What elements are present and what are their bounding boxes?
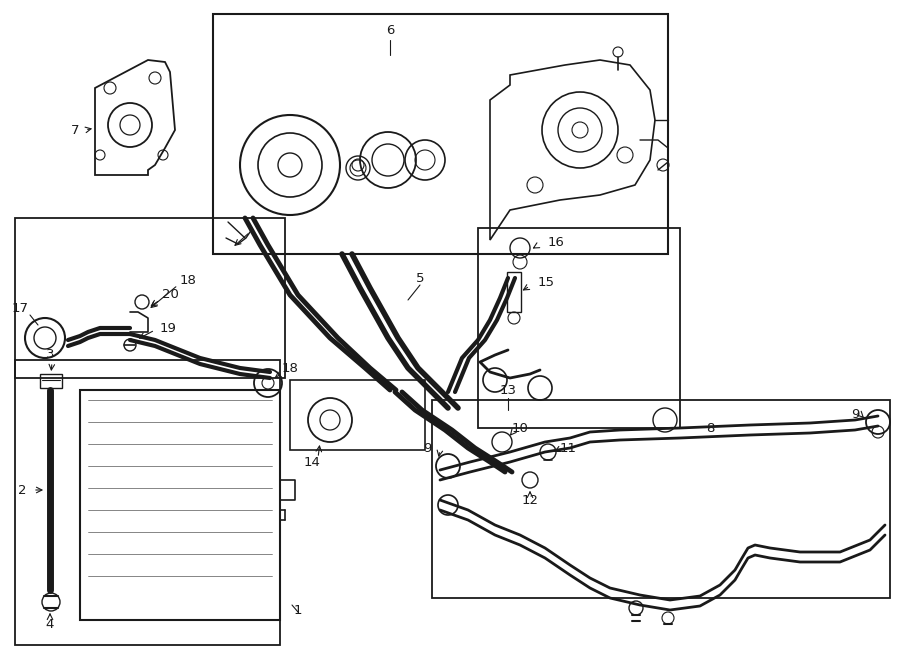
Text: 9: 9: [424, 442, 432, 455]
Bar: [478, 228, 680, 428]
Bar: [15, 360, 280, 645]
Text: 20: 20: [162, 288, 178, 301]
Bar: [80, 390, 280, 620]
Bar: [507, 272, 521, 312]
Text: 11: 11: [560, 442, 577, 455]
Bar: [432, 400, 890, 598]
Text: 4: 4: [46, 619, 54, 631]
Text: 16: 16: [548, 235, 565, 249]
Text: 12: 12: [521, 494, 538, 506]
Text: 14: 14: [303, 457, 320, 469]
Text: 15: 15: [538, 276, 555, 288]
Bar: [213, 14, 668, 254]
Text: 9: 9: [850, 408, 860, 422]
Text: 18: 18: [282, 362, 299, 375]
Text: 6: 6: [386, 24, 394, 36]
Text: 1: 1: [293, 603, 302, 617]
Text: 18: 18: [180, 274, 196, 286]
Text: 2: 2: [18, 483, 26, 496]
Text: 17: 17: [12, 301, 29, 315]
Bar: [290, 380, 425, 450]
Text: 19: 19: [159, 321, 176, 334]
Bar: [15, 218, 285, 378]
Text: 13: 13: [500, 383, 517, 397]
Text: 5: 5: [416, 272, 424, 284]
Text: 10: 10: [511, 422, 528, 434]
Text: 8: 8: [706, 422, 715, 434]
Bar: [40, 374, 62, 388]
Text: 3: 3: [46, 348, 54, 362]
Text: 7: 7: [71, 124, 79, 137]
